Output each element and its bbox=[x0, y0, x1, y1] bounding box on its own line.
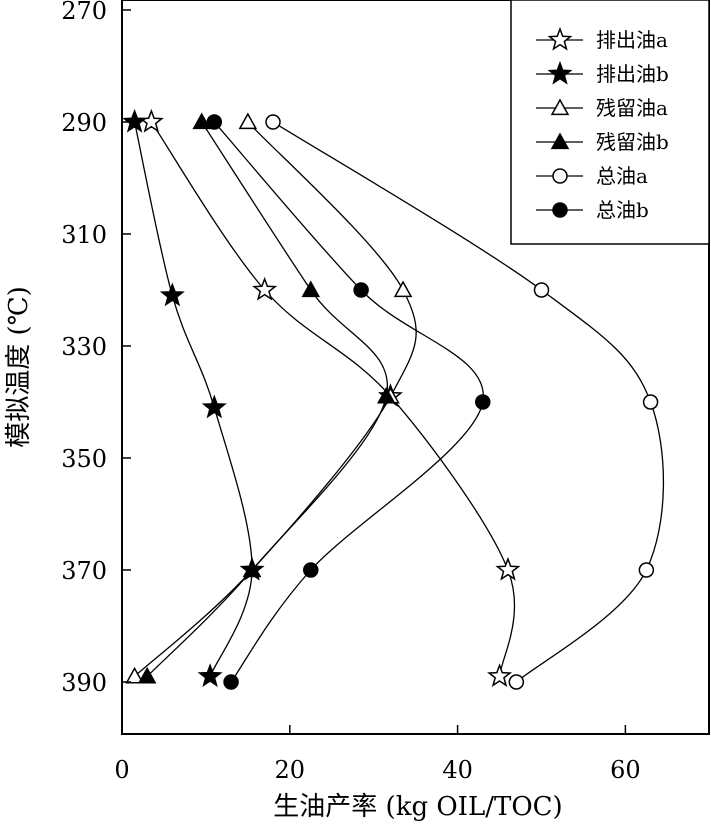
data-point bbox=[242, 560, 262, 578]
legend-label: 残留油b bbox=[596, 130, 669, 154]
data-point bbox=[238, 112, 258, 130]
x-tick-label: 40 bbox=[442, 756, 473, 784]
legend-marker bbox=[550, 98, 570, 116]
data-point bbox=[495, 556, 521, 581]
legend-label: 残留油a bbox=[596, 96, 668, 120]
series-line bbox=[133, 121, 253, 677]
series-markers bbox=[122, 108, 659, 690]
series-line bbox=[134, 121, 417, 677]
y-tick-label: 370 bbox=[61, 557, 107, 585]
series-line bbox=[213, 121, 484, 683]
data-point bbox=[393, 280, 413, 298]
legend-item: 残留油b bbox=[536, 130, 669, 154]
data-point bbox=[159, 282, 185, 307]
data-point bbox=[192, 112, 211, 130]
data-point bbox=[508, 674, 525, 690]
legend-item: 残留油a bbox=[536, 96, 668, 120]
y-tick-label: 330 bbox=[61, 333, 107, 361]
legend: 排出油a 排出油b 残留油a 残留油b 总油a 总油b bbox=[536, 26, 669, 222]
data-point bbox=[206, 114, 223, 130]
data-point bbox=[201, 394, 227, 419]
y-axis: 270 290 310 330 350 370 390 bbox=[61, 0, 131, 697]
x-tick-label: 60 bbox=[610, 756, 641, 784]
data-point bbox=[122, 108, 148, 133]
data-point bbox=[197, 663, 223, 688]
data-point bbox=[265, 114, 281, 130]
legend-label: 总油b bbox=[596, 198, 649, 222]
legend-label: 排出油a bbox=[596, 28, 668, 52]
x-tick-label: 20 bbox=[275, 756, 306, 784]
legend-marker bbox=[550, 132, 570, 150]
legend-marker bbox=[552, 168, 568, 184]
data-point bbox=[252, 276, 278, 301]
legend-marker bbox=[547, 60, 573, 85]
y-tick-label: 390 bbox=[61, 669, 107, 697]
data-point bbox=[638, 562, 655, 578]
y-tick-label: 310 bbox=[61, 221, 107, 249]
data-point bbox=[642, 394, 659, 410]
x-axis: 0 20 40 60 bbox=[114, 725, 641, 784]
data-point bbox=[301, 280, 321, 298]
data-point bbox=[125, 666, 144, 684]
data-point bbox=[487, 663, 513, 688]
y-tick-label: 270 bbox=[61, 0, 107, 25]
legend-label: 总油a bbox=[596, 164, 648, 188]
data-point bbox=[353, 282, 369, 298]
legend-label: 排出油b bbox=[596, 62, 669, 86]
legend-item: 总油a bbox=[536, 164, 648, 188]
legend-marker bbox=[547, 26, 573, 51]
legend-item: 总油b bbox=[536, 198, 649, 222]
data-point bbox=[223, 674, 239, 690]
y-tick-label: 350 bbox=[61, 445, 107, 473]
data-point bbox=[475, 394, 491, 410]
data-point bbox=[138, 108, 164, 133]
data-point bbox=[303, 562, 319, 578]
y-tick-label: 290 bbox=[61, 109, 107, 137]
legend-box bbox=[510, 0, 710, 245]
legend-item: 排出油b bbox=[536, 60, 669, 86]
y-axis-title: 模拟温度 (℃) bbox=[4, 286, 34, 448]
legend-marker bbox=[552, 202, 568, 218]
data-point bbox=[533, 282, 550, 298]
data-point bbox=[137, 666, 157, 684]
series-line bbox=[150, 121, 516, 677]
data-point bbox=[377, 386, 396, 404]
legend-item: 排出油a bbox=[536, 26, 668, 52]
x-tick-label: 0 bbox=[114, 756, 129, 784]
series-line bbox=[146, 121, 389, 677]
x-axis-title: 生油产率 (kg OIL/TOC) bbox=[273, 792, 562, 822]
plot-frame bbox=[121, 0, 710, 735]
